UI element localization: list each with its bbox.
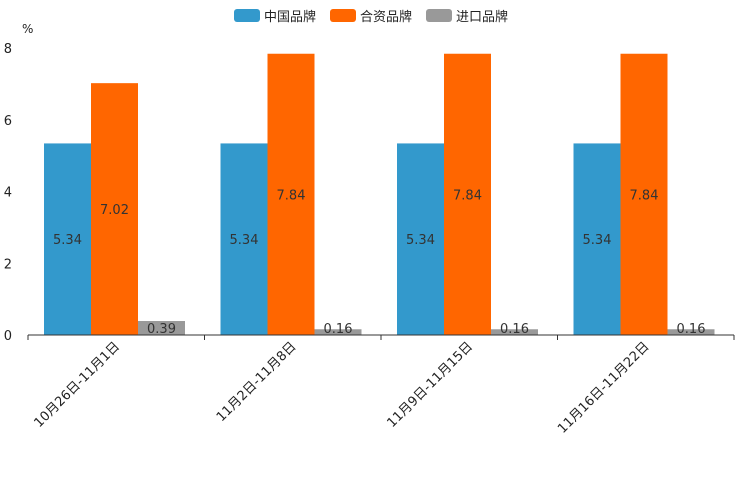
data-label: 7.84 xyxy=(630,188,659,203)
data-label: 7.02 xyxy=(100,203,129,218)
x-tick-label: 11月16日-11月22日 xyxy=(555,339,652,436)
bar xyxy=(267,53,315,336)
data-label: 0.16 xyxy=(677,322,706,337)
data-label: 5.34 xyxy=(406,233,435,248)
legend: 中国品牌 合资品牌 进口品牌 xyxy=(234,9,508,25)
legend-label: 进口品牌 xyxy=(456,9,508,25)
y-axis: 0 2 4 6 8 xyxy=(4,42,12,344)
legend-label: 合资品牌 xyxy=(360,9,412,25)
x-tick-label: 10月26日-11月1日 xyxy=(31,339,123,431)
y-tick-label: 6 xyxy=(4,114,12,129)
legend-swatch xyxy=(234,9,260,22)
legend-label: 中国品牌 xyxy=(264,9,316,25)
data-label: 5.34 xyxy=(583,233,612,248)
y-axis-unit-label: % xyxy=(22,22,33,36)
data-label: 5.34 xyxy=(53,233,82,248)
legend-swatch xyxy=(330,9,356,22)
y-tick-label: 2 xyxy=(4,257,12,272)
x-tick-label: 11月2日-11月8日 xyxy=(214,339,300,425)
bar xyxy=(220,143,268,335)
data-label: 0.16 xyxy=(500,322,529,337)
bar xyxy=(138,321,185,335)
legend-swatch xyxy=(426,9,452,22)
y-tick-label: 4 xyxy=(4,186,12,201)
data-label: 0.39 xyxy=(147,322,176,337)
bar xyxy=(667,329,715,335)
y-tick-label: 0 xyxy=(4,329,12,344)
bars: 5.34 7.02 0.39 5.34 7.84 0.16 5.34 7.84 0.16 5.34… xyxy=(44,53,715,337)
y-tick-label: 8 xyxy=(4,42,12,57)
x-tick-label: 11月9日-11月15日 xyxy=(384,339,476,431)
bar xyxy=(397,143,444,335)
bar xyxy=(491,329,538,335)
x-axis: 10月26日-11月1日 11月2日-11月8日 11月9日-11月15日 11月16… xyxy=(27,334,735,437)
bar xyxy=(573,143,621,335)
bar xyxy=(620,53,668,336)
data-label: 0.16 xyxy=(324,322,353,337)
data-label: 5.34 xyxy=(230,233,259,248)
bar xyxy=(314,329,362,335)
bar xyxy=(91,83,138,335)
bar xyxy=(444,53,491,336)
data-label: 7.84 xyxy=(277,188,306,203)
bar xyxy=(44,143,91,335)
data-label: 7.84 xyxy=(453,188,482,203)
